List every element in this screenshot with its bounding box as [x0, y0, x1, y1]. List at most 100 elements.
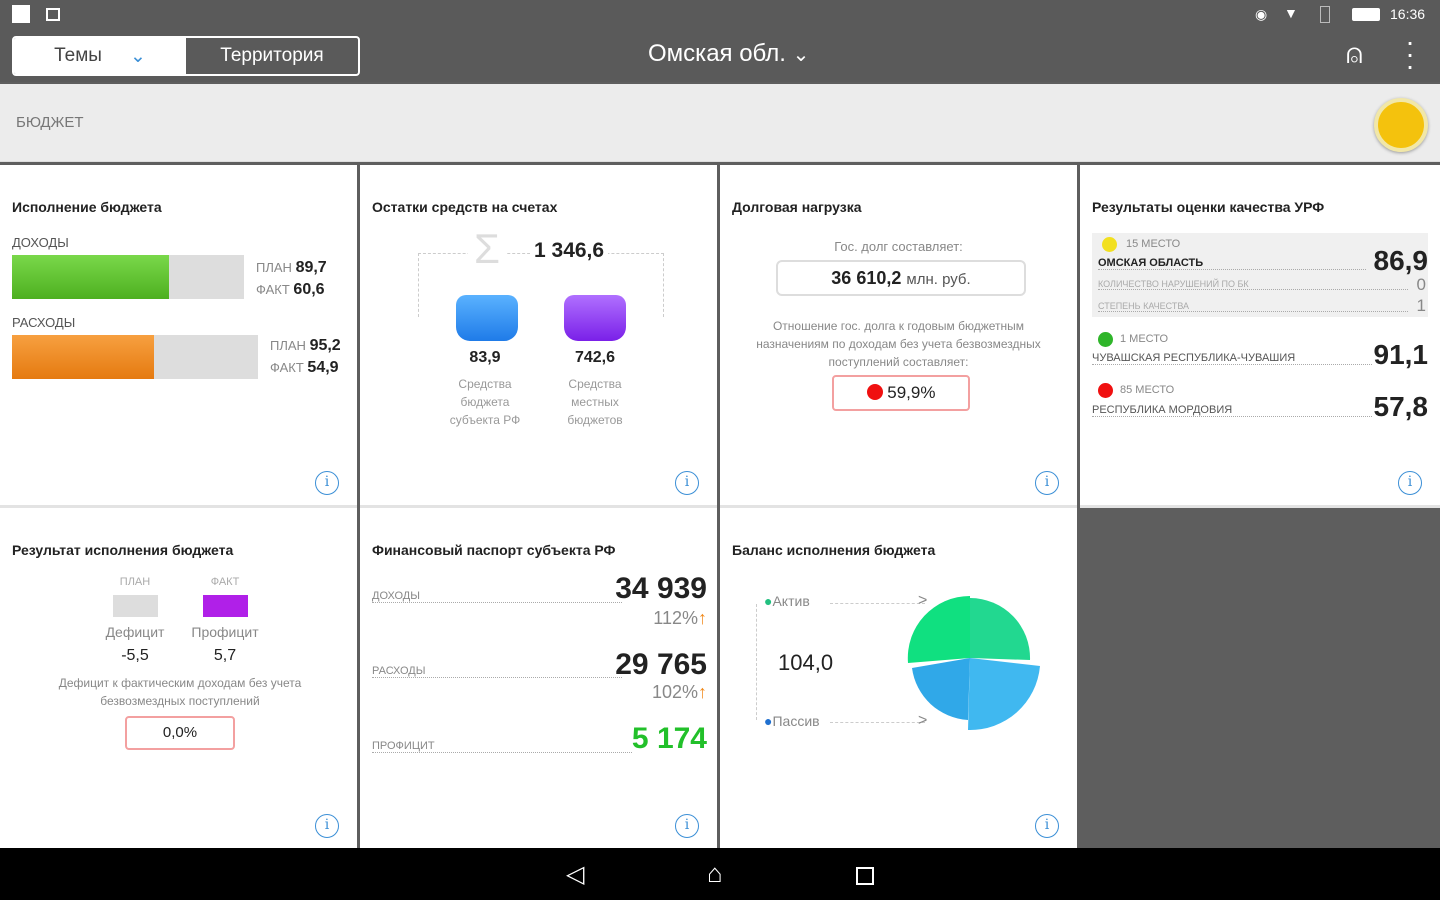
income-fact: 60,6 — [293, 281, 325, 298]
info-icon[interactable]: i — [315, 471, 339, 495]
status-dot-green — [1098, 332, 1113, 347]
status-dot-red — [866, 384, 883, 400]
income-value: 34 939 — [615, 572, 707, 605]
fact-label: ФАКТ — [210, 576, 240, 588]
expense-bar — [12, 335, 258, 379]
surplus-label: ПРОФИЦИТ — [372, 740, 632, 753]
income-bar — [12, 255, 244, 299]
ratio-value: 59,9% — [887, 383, 936, 402]
card-title: Результаты оценки качества УРФ — [1092, 199, 1325, 215]
income-label: ДОХОДЫ — [372, 590, 622, 603]
pie-active-segment — [907, 595, 970, 663]
place: 85 МЕСТО — [1120, 384, 1175, 396]
connector-line — [830, 722, 925, 723]
expense-pct: 102% — [651, 682, 698, 702]
balance-pie — [907, 595, 1040, 731]
arrow-up-icon: ↑ — [698, 682, 707, 702]
card-title: Финансовый паспорт субъекта РФ — [372, 542, 616, 558]
card-title: Исполнение бюджета — [12, 199, 162, 215]
expense-label: РАСХОДЫ — [12, 315, 76, 330]
info-icon[interactable]: i — [675, 471, 699, 495]
label: ПЛАН — [270, 338, 306, 353]
chevron-right-icon: > — [918, 592, 928, 609]
pie-passive-segment — [968, 658, 1040, 731]
eye-icon: ◉ — [1255, 6, 1268, 22]
more-menu-icon[interactable]: · · · — [1405, 26, 1415, 81]
back-icon[interactable]: ◁ — [566, 861, 585, 888]
detail-label: СТЕПЕНЬ КАЧЕСТВА — [1098, 301, 1408, 312]
ratio-label: Отношение гос. долга к годовым бюджетным… — [756, 319, 1041, 369]
deficit-ratio-value: 0,0% — [125, 716, 235, 750]
card-debt-load[interactable]: Долговая нагрузка Гос. долг составляет: … — [720, 165, 1077, 508]
card-account-balances[interactable]: Остатки средств на счетах Σ 1 346,6 83,9… — [360, 165, 717, 508]
card-budget-execution[interactable]: Исполнение бюджета ДОХОДЫ ПЛАН 89,7 ФАКТ… — [0, 165, 357, 508]
notification-icon — [12, 5, 30, 23]
status-bar: ◉ ▼ 16:36 — [0, 0, 1440, 30]
info-icon[interactable]: i — [675, 814, 699, 838]
sum-icon: Σ — [468, 225, 506, 273]
pie-passive-segment — [912, 658, 970, 720]
expense-value: 29 765 — [615, 648, 707, 681]
plan-swatch — [113, 595, 158, 617]
mode-switch: Темы ⌄ Территория — [12, 36, 360, 76]
connector-line — [756, 604, 757, 720]
debt-box: 36 610,2 млн. руб. — [776, 260, 1026, 296]
surplus-value: 5,7 — [213, 647, 237, 664]
debt-value: 36 610,2 — [831, 268, 902, 288]
card-title: Остатки средств на счетах — [372, 199, 558, 215]
wifi-icon: ▼ — [1284, 5, 1298, 21]
highlighted-region — [1092, 233, 1428, 317]
info-icon[interactable]: i — [1398, 471, 1422, 495]
regional-funds-label: Средства бюджета субъекта РФ — [449, 377, 521, 427]
regional-funds-value: 83,9 — [469, 349, 501, 366]
score: 91,1 — [1373, 339, 1429, 370]
antenna-icon[interactable]: ⍝ — [1346, 38, 1363, 69]
tab-themes[interactable]: Темы ⌄ — [14, 38, 186, 74]
app-bar: Темы ⌄ Территория Омская обл. ⌄ ⍝ · · · — [0, 26, 1440, 82]
info-icon[interactable]: i — [1035, 814, 1059, 838]
passive-dot: ● — [764, 713, 773, 729]
plan-label: ПЛАН — [119, 576, 151, 588]
expense-bar-fill — [12, 335, 154, 379]
deficit-value: -5,5 — [121, 647, 149, 664]
section-header: БЮДЖЕТ — [0, 84, 1440, 162]
card-quality-rating[interactable]: Результаты оценки качества УРФ 15 МЕСТО … — [1080, 165, 1440, 508]
chevron-down-icon: ⌄ — [792, 44, 810, 66]
surplus-value: 5 174 — [631, 722, 707, 755]
ratio-box: 59,9% — [832, 375, 970, 411]
expense-plan: 95,2 — [309, 337, 341, 354]
sim-icon — [1320, 6, 1330, 23]
coins-icon[interactable] — [1374, 98, 1428, 152]
deficit-note: Дефицит к фактическим доходам без учета … — [58, 676, 302, 708]
card-financial-passport[interactable]: Финансовый паспорт субъекта РФ ДОХОДЫ 34… — [360, 508, 717, 848]
chevron-down-icon: ⌄ — [129, 45, 146, 67]
label: ПЛАН — [256, 260, 292, 275]
active-label: Актив — [772, 593, 810, 609]
info-icon[interactable]: i — [315, 814, 339, 838]
recents-icon[interactable] — [856, 867, 874, 885]
home-icon[interactable]: ⌂ — [707, 858, 723, 888]
card-execution-result[interactable]: Результат исполнения бюджета ПЛАН ФАКТ Д… — [0, 508, 357, 848]
info-icon[interactable]: i — [1035, 471, 1059, 495]
local-funds-label: Средства местных бюджетов — [567, 377, 623, 427]
place: 1 МЕСТО — [1120, 333, 1169, 345]
debt-unit: млн. руб. — [906, 271, 971, 288]
place: 15 МЕСТО — [1126, 238, 1181, 250]
tab-territory[interactable]: Территория — [220, 45, 324, 66]
income-pct: 112% — [653, 608, 698, 628]
region-name: ЧУВАШСКАЯ РЕСПУБЛИКА-ЧУВАШИЯ — [1092, 352, 1372, 365]
battery-icon — [1352, 8, 1380, 21]
region-selector[interactable]: Омская обл. ⌄ — [648, 40, 810, 67]
expense-fact: 54,9 — [307, 359, 339, 376]
section-title: БЮДЖЕТ — [16, 114, 84, 131]
card-budget-balance[interactable]: Баланс исполнения бюджета ●Актив > 104,0… — [720, 508, 1077, 848]
score: 86,9 — [1373, 245, 1429, 276]
navigation-bar: ◁ ⌂ — [0, 848, 1440, 900]
active-dot: ● — [764, 593, 773, 609]
balance-value: 104,0 — [778, 650, 834, 676]
pie-active-segment — [970, 598, 1031, 660]
income-bar-fill — [12, 255, 169, 299]
region-name: РЕСПУБЛИКА МОРДОВИЯ — [1092, 404, 1372, 417]
purse-purple-icon — [564, 295, 626, 341]
label: ФАКТ — [256, 282, 290, 297]
